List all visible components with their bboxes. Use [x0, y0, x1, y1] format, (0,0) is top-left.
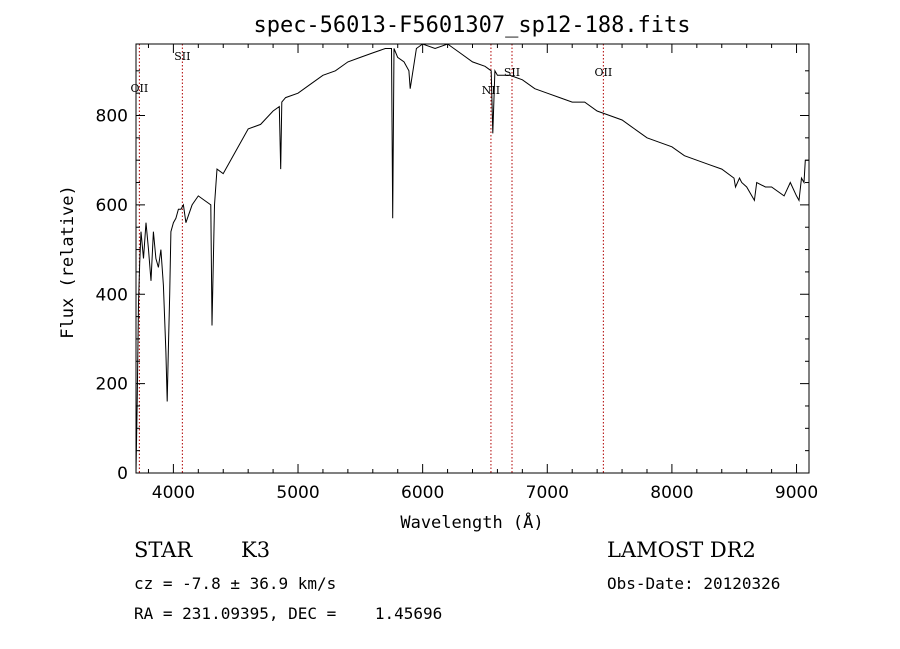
spectral-subclass: K3: [241, 538, 271, 562]
x-tick-label: 6000: [401, 483, 444, 503]
coordinates: RA = 231.09395, DEC = 1.45696: [134, 604, 443, 623]
y-tick-label: 0: [117, 464, 128, 484]
marker-label: NII: [482, 84, 500, 97]
redshift-readout: cz = -7.8 ± 36.9 km/s: [134, 574, 337, 593]
marker-label: OII: [595, 66, 613, 79]
spectrum-series: [135, 43, 809, 474]
obs-date: Obs-Date: 20120326: [607, 574, 781, 593]
y-tick-label: 200: [96, 375, 128, 395]
x-tick-label: 5000: [276, 483, 319, 503]
spectrum-line: [135, 43, 809, 474]
y-tick-label: 800: [96, 107, 128, 127]
marker-label: SII: [504, 66, 520, 79]
object-class: STAR: [134, 538, 193, 562]
y-tick-label: 600: [96, 196, 128, 216]
y-axis-label: Flux (relative): [58, 185, 78, 339]
marker-label: SII: [174, 50, 190, 63]
x-tick-label: 9000: [775, 483, 818, 503]
chart-title: spec-56013-F5601307_sp12-188.fits: [253, 13, 690, 38]
marker-label: OII: [131, 82, 149, 95]
emission-line-markers: OII SII NII SII OII: [131, 44, 613, 473]
y-tick-label: 400: [96, 285, 128, 305]
x-tick-label: 4000: [152, 483, 195, 503]
x-axis-label: Wavelength (Å): [400, 511, 543, 533]
survey-name: LAMOST DR2: [607, 538, 756, 562]
axis-ticks: 4000 5000 6000 7000 8000 9000 0 200 400 600 800: [96, 44, 818, 503]
plot-frame: [135, 43, 810, 474]
x-tick-label: 8000: [650, 483, 693, 503]
x-tick-label: 7000: [526, 483, 569, 503]
